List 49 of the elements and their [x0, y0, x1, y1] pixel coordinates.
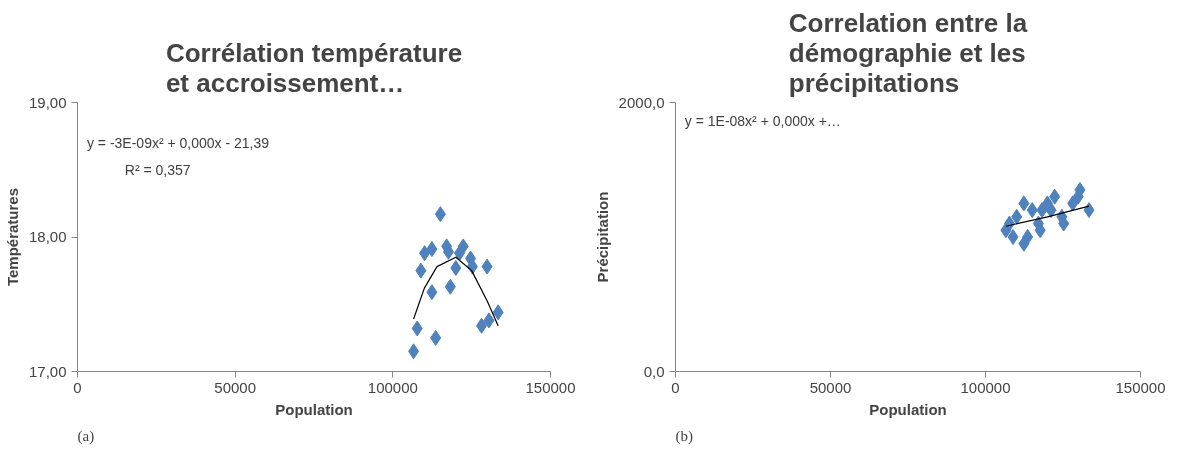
annotation: y = 1E-08x² + 0,000x +… [684, 113, 841, 130]
y-axis-title: Précipitation [593, 191, 611, 283]
point [444, 278, 456, 295]
x-tick-label: 100000 [367, 378, 418, 396]
x-axis-title: Population [869, 400, 947, 418]
text: (b) [675, 427, 693, 445]
y-axis-title: Températures [3, 187, 21, 287]
y-tick-label: 19,00 [28, 93, 67, 111]
y-tick-label: 18,00 [28, 228, 67, 245]
point [434, 206, 446, 223]
annotation: R² = 0,357 [124, 161, 191, 178]
x-tick-label: 50000 [809, 378, 852, 396]
point [1049, 188, 1061, 205]
point [483, 312, 495, 329]
y-tick-label: 0,0 [643, 362, 665, 380]
chart-title: Correlation entre la démographie et les précipitations [788, 7, 1028, 98]
point [430, 329, 442, 346]
point [1000, 222, 1012, 239]
point [419, 245, 431, 262]
x-tick-label: 150000 [525, 378, 576, 396]
x-tick-label: 0 [73, 378, 82, 396]
point [476, 317, 488, 334]
y-tick-label: 17,00 [28, 362, 67, 380]
point [1036, 202, 1048, 219]
point [1007, 229, 1019, 245]
x-axis-title: Population [275, 400, 353, 418]
x-tick-label: 50000 [214, 378, 257, 396]
y-tick-label: 2000,0 [618, 93, 665, 111]
point [1022, 229, 1034, 245]
point [426, 241, 438, 258]
point [408, 343, 420, 360]
point [481, 258, 493, 275]
point [1011, 208, 1023, 225]
point [1026, 202, 1038, 219]
point [492, 304, 504, 321]
x-tick-label: 150000 [1115, 378, 1166, 396]
point [1083, 202, 1095, 219]
point [453, 245, 465, 262]
x-tick-label: 0 [671, 378, 680, 396]
point [1067, 195, 1079, 212]
point [450, 259, 462, 276]
point [415, 262, 427, 279]
point [426, 284, 438, 301]
point [1018, 195, 1030, 212]
chart-title: Corrélation température et accroissement… [165, 37, 463, 98]
text: (a) [77, 427, 95, 445]
annotation: y = -3E-09x² + 0,000x - 21,39 [86, 134, 270, 151]
point [411, 320, 423, 337]
x-tick-label: 100000 [960, 378, 1011, 396]
